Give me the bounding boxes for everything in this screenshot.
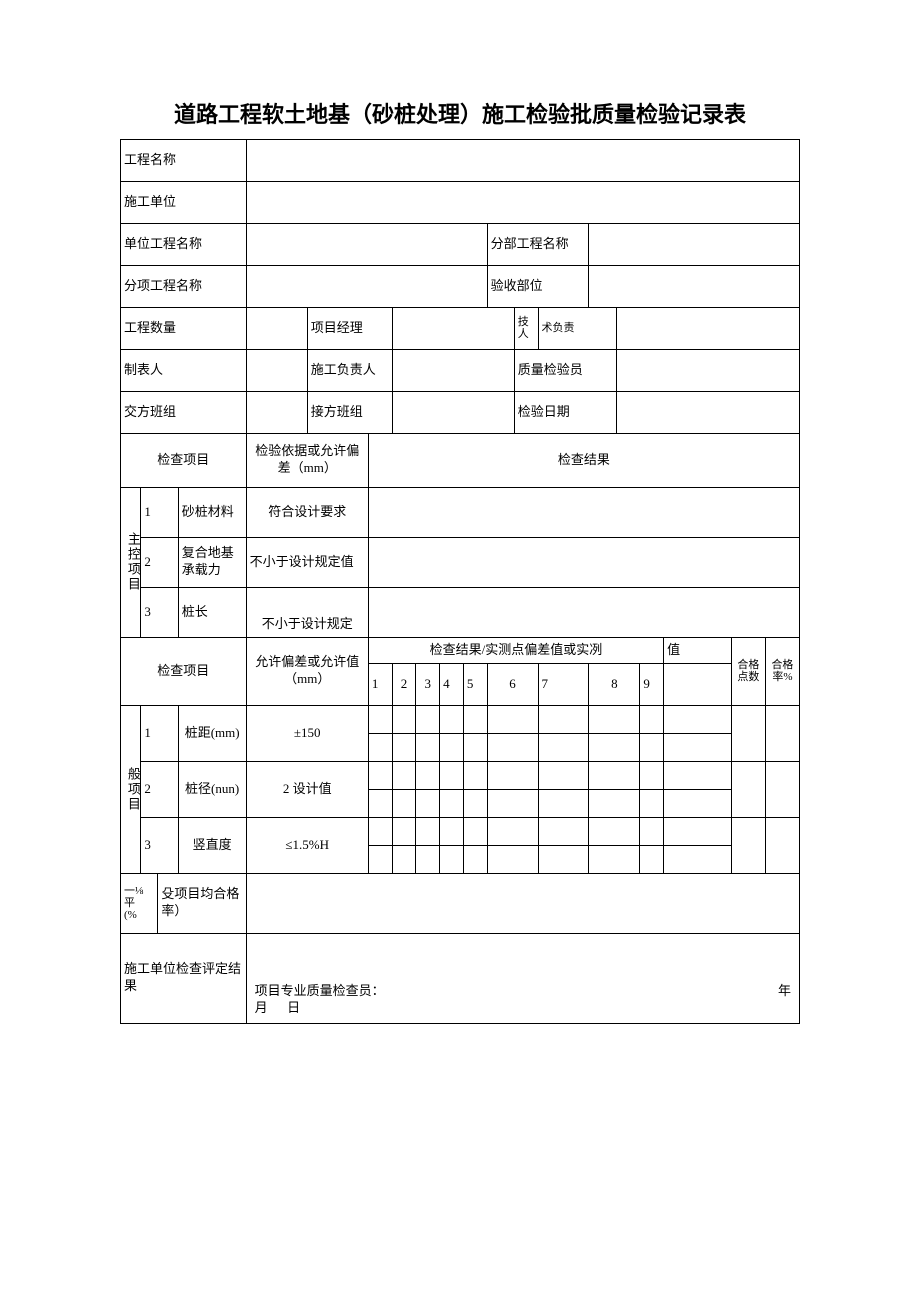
result-header-2: 值 [664,637,732,663]
project-quantity-value [246,307,307,349]
submit-team-label: 交方班组 [121,391,247,433]
col-1: 1 [368,663,392,705]
preparer-label: 制表人 [121,349,247,391]
gi-row2-qpoints [731,761,765,817]
sub-project-name-label: 分部工程名称 [487,223,589,265]
receive-team-value [392,391,514,433]
gi-row3-qpoints [731,817,765,873]
item-project-name-value [246,265,487,307]
project-manager-label: 项目经理 [307,307,392,349]
construction-unit-label: 施工单位 [121,181,247,223]
mc-row1-item: 砂桩材料 [178,487,246,537]
gi-row1-item: 桩距(mm) [178,705,246,761]
unit-project-name-value [246,223,487,265]
gi-row3-qrate [765,817,799,873]
construction-result-value: 项目专业质量检查员： 年 月 日 [246,933,799,1023]
inspection-date-value [616,391,799,433]
construction-leader-label: 施工负责人 [307,349,392,391]
gi-row2-num: 2 [141,761,178,817]
tolerance-label: 允许偏差或允许值（mm） [246,637,368,705]
tech-leader-value [616,307,799,349]
inspection-record-table: 工程名称 施工单位 单位工程名称 分部工程名称 分项工程名称 验收部位 工程数量… [120,139,800,1024]
construction-unit-value [246,181,799,223]
document-title: 道路工程软土地基（砂桩处理）施工检验批质量检验记录表 [120,100,800,131]
day-label: 日 [287,1000,300,1015]
mc-row3-basis: 不小于设计规定 [246,587,368,637]
col-6: 6 [487,663,538,705]
unit-project-name-label: 单位工程名称 [121,223,247,265]
gi-row3-num: 3 [141,817,178,873]
check-item-label-2: 检查项目 [121,637,247,705]
project-quantity-label: 工程数量 [121,307,247,349]
qualified-points-label: 合格点数 [731,637,765,705]
mc-row3-result [368,587,799,637]
gi-row3-item: 竖直度 [178,817,246,873]
inspection-date-label: 检验日期 [514,391,616,433]
col-8: 8 [589,663,640,705]
gi-row3-tolerance: ≤1.5%H [246,817,368,873]
mc-row1-basis: 符合设计要求 [246,487,368,537]
signature-label: 项目专业质量检查员： [255,983,385,1000]
item-project-name-label: 分项工程名称 [121,265,247,307]
col-2: 2 [392,663,416,705]
project-manager-value [392,307,514,349]
mc-row2-item: 复合地基承载力 [178,537,246,587]
mc-row1-num: 1 [141,487,178,537]
mc-row2-basis: 不小于设计规定值 [246,537,368,587]
mc-row1-result [368,487,799,537]
general-item-label: 般项目 [121,705,141,873]
tech-leader-label-2: 术负责 [538,307,616,349]
col-4: 4 [440,663,464,705]
project-name-label: 工程名称 [121,139,247,181]
col-7: 7 [538,663,589,705]
main-control-label: 主控项目 [121,487,141,637]
year-label: 年 [778,983,791,1000]
result-label-1: 检查结果 [368,433,799,487]
tech-leader-label-1: 技人 [514,307,538,349]
acceptance-part-value [589,265,800,307]
mc-row3-item: 桩长 [178,587,246,637]
month-label: 月 [255,1000,268,1015]
gi-row2-tolerance: 2 设计值 [246,761,368,817]
col-9: 9 [640,663,664,705]
project-name-value [246,139,799,181]
avg-rate-value [246,873,799,933]
col-3: 3 [416,663,440,705]
preparer-value [246,349,307,391]
quality-inspector-label: 质量检验员 [514,349,616,391]
col-5: 5 [463,663,487,705]
basis-label: 检验依据或允许偏差（mm） [246,433,368,487]
sub-project-name-value [589,223,800,265]
avg-rate-label-left: 一⅛ 平 (% [121,873,158,933]
mc-row3-num: 3 [141,587,178,637]
gi-row2-qrate [765,761,799,817]
mc-row2-result [368,537,799,587]
construction-leader-value [392,349,514,391]
check-item-label-1: 检查项目 [121,433,247,487]
mc-row2-num: 2 [141,537,178,587]
acceptance-part-label: 验收部位 [487,265,589,307]
gi-row1-qpoints [731,705,765,761]
gi-row1-num: 1 [141,705,178,761]
gi-row1-qrate [765,705,799,761]
qualified-rate-label: 合格率% [765,637,799,705]
avg-rate-sublabel: 殳项目均合格率） [158,873,246,933]
gi-row2-item: 桩径(nun) [178,761,246,817]
result-header-1: 检查结果/实测点偏差值或实冽 [368,637,663,663]
receive-team-label: 接方班组 [307,391,392,433]
col-blank [664,663,732,705]
submit-team-value [246,391,307,433]
gi-row1-tolerance: ±150 [246,705,368,761]
quality-inspector-value [616,349,799,391]
construction-result-label: 施工单位检查评定结果 [121,933,247,1023]
